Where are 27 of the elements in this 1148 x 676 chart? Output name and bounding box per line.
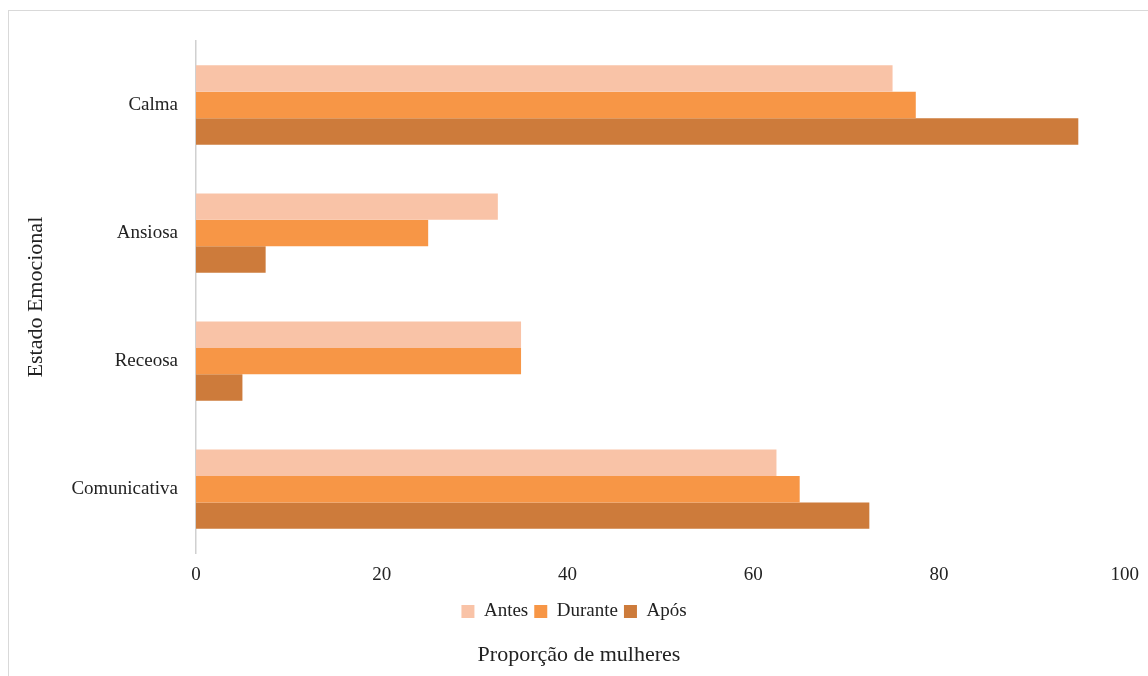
x-tick-label: 20: [372, 562, 392, 584]
bar: [195, 374, 243, 401]
y-tick-label: Calma: [128, 93, 179, 115]
x-tick-label: 100: [1110, 562, 1139, 584]
bar: [195, 475, 800, 503]
x-tick-label: 60: [743, 562, 763, 584]
x-axis-title: Proporção de mulheres: [476, 641, 682, 667]
legend-label: Antes: [483, 599, 529, 621]
bar: [195, 118, 1079, 145]
bar: [195, 219, 429, 247]
y-axis-title: Estado Emocional: [21, 216, 47, 378]
bar: [195, 246, 266, 273]
bar: [195, 65, 893, 92]
y-tick-label: Receosa: [114, 349, 179, 371]
x-tick-label: 80: [929, 562, 949, 584]
bar: [195, 193, 498, 220]
y-tick-label: Comunicativa: [71, 477, 179, 499]
bar: [195, 449, 777, 476]
bar: [195, 502, 870, 529]
bar: [195, 347, 522, 375]
legend-label: Durante: [556, 599, 618, 621]
bar: [195, 91, 916, 119]
bar: [195, 321, 522, 348]
x-tick-label: 40: [557, 562, 577, 584]
y-tick-label: Ansiosa: [116, 221, 179, 243]
x-tick-label: 0: [191, 562, 201, 584]
legend-label: Após: [646, 599, 687, 621]
